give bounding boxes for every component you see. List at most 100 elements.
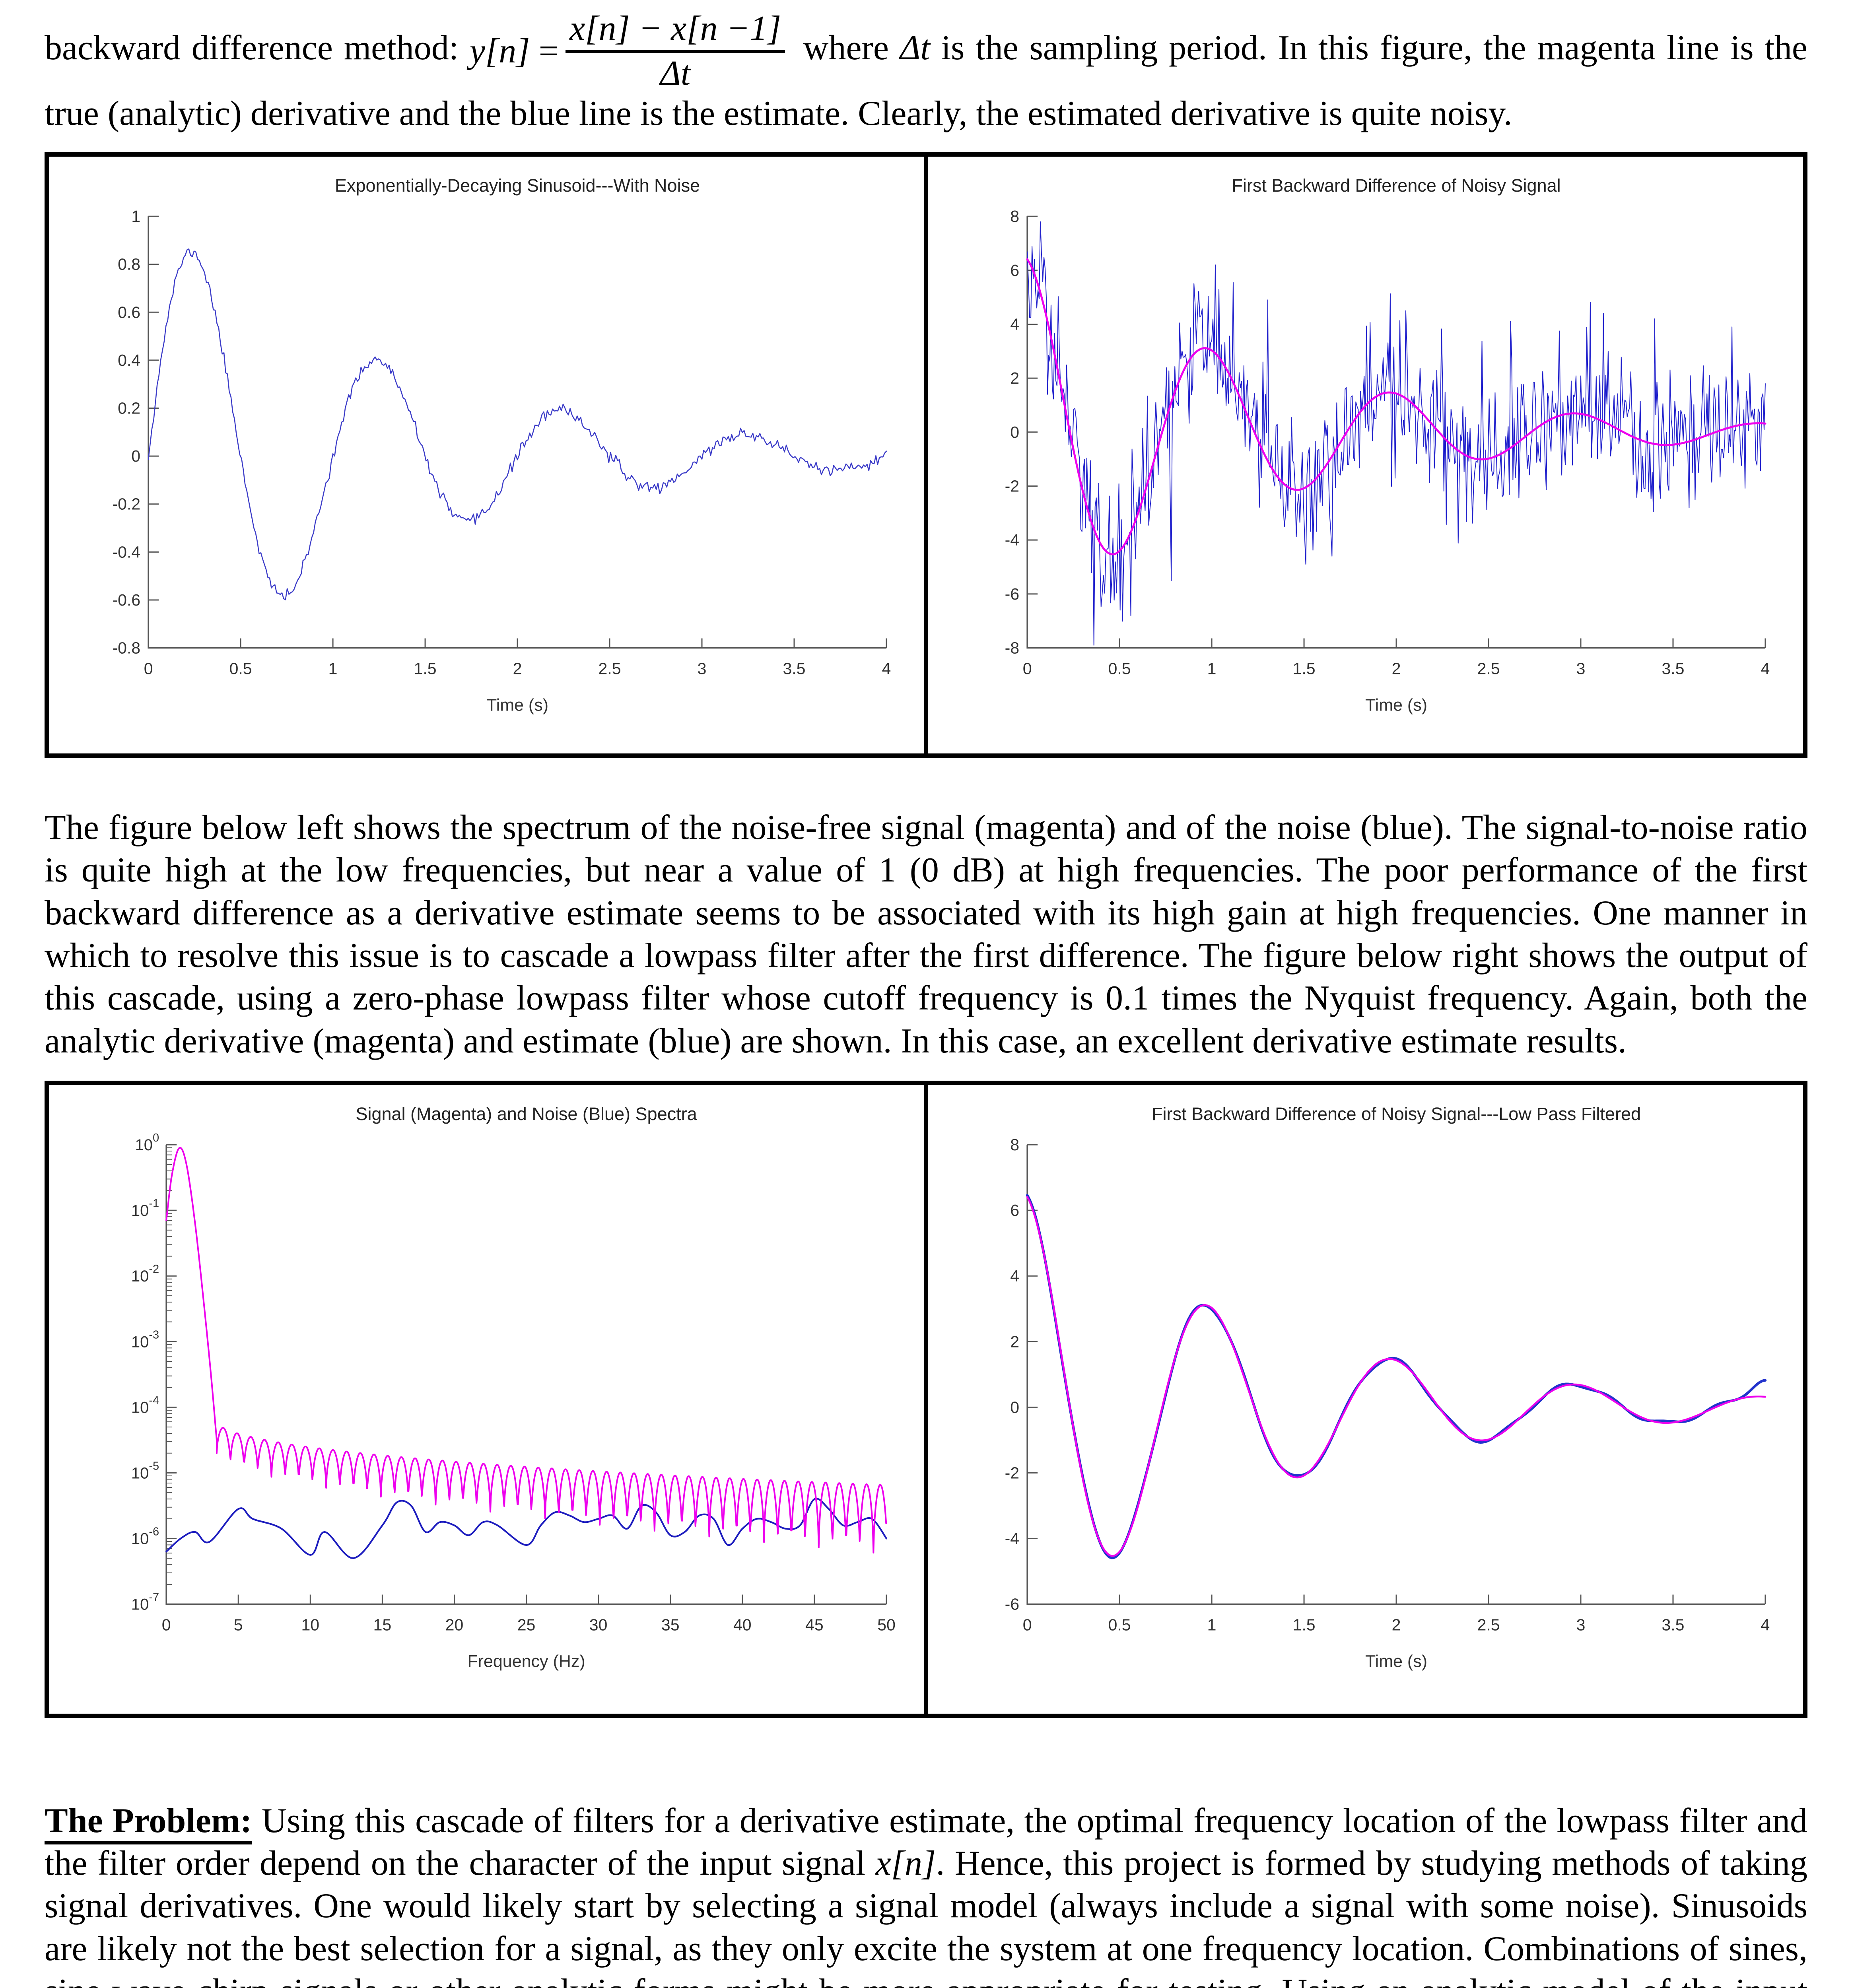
svg-text:8: 8 [1010, 207, 1019, 225]
svg-text:0.2: 0.2 [118, 399, 140, 417]
svg-text:Time (s): Time (s) [1365, 696, 1427, 715]
svg-text:2: 2 [1392, 660, 1401, 678]
svg-text:0.6: 0.6 [118, 303, 140, 321]
equation-lhs: y[n] [470, 32, 530, 71]
svg-text:3: 3 [1576, 660, 1586, 678]
intro-text: backward difference method: [45, 29, 470, 68]
paragraph-backward-difference: backward difference method: y[n] = x[n] −… [45, 10, 1807, 135]
figure-spectra-and-filtered: Signal (Magenta) and Noise (Blue) Spectr… [45, 1080, 1807, 1718]
svg-text:2: 2 [1010, 369, 1019, 387]
svg-text:0: 0 [144, 660, 153, 678]
svg-text:First Backward Difference of N: First Backward Difference of Noisy Signa… [1152, 1104, 1641, 1124]
plot-signal-noise-spectra: Signal (Magenta) and Noise (Blue) Spectr… [49, 1085, 924, 1714]
equation-equals: = [538, 32, 559, 71]
svg-text:3.5: 3.5 [1662, 660, 1684, 678]
svg-text:-4: -4 [1005, 531, 1019, 549]
equation-denominator: Δt [660, 54, 691, 93]
problem-xn-symbol: x[n] [875, 1844, 936, 1883]
svg-text:1.5: 1.5 [1293, 660, 1316, 678]
svg-text:0: 0 [162, 1616, 171, 1634]
svg-text:0.5: 0.5 [1108, 660, 1131, 678]
svg-text:0.4: 0.4 [118, 351, 140, 369]
svg-text:100: 100 [135, 1132, 159, 1154]
svg-text:4: 4 [882, 660, 891, 678]
svg-text:3: 3 [1576, 1616, 1586, 1634]
svg-text:-0.4: -0.4 [112, 543, 140, 561]
svg-text:2: 2 [1010, 1332, 1019, 1351]
svg-text:4: 4 [1761, 1616, 1770, 1634]
svg-text:Signal (Magenta) and Noise (Bl: Signal (Magenta) and Noise (Blue) Spectr… [356, 1104, 697, 1124]
svg-text:4: 4 [1010, 315, 1019, 334]
svg-text:1: 1 [1207, 660, 1217, 678]
svg-text:45: 45 [805, 1616, 824, 1634]
svg-text:6: 6 [1010, 1201, 1019, 1219]
problem-text-1: Using this cascade of filters for a deri… [45, 1801, 1807, 1883]
intro-text-rest: is the sampling period. In this figure, … [45, 29, 1807, 133]
svg-text:10-6: 10-6 [131, 1525, 159, 1547]
svg-text:1.5: 1.5 [414, 660, 437, 678]
svg-text:0: 0 [1023, 660, 1032, 678]
svg-text:2: 2 [513, 660, 522, 678]
problem-heading: The Problem: [45, 1801, 252, 1844]
svg-text:3.5: 3.5 [1662, 1616, 1684, 1634]
svg-text:15: 15 [373, 1616, 392, 1634]
svg-text:40: 40 [733, 1616, 752, 1634]
svg-text:Time (s): Time (s) [486, 696, 548, 715]
chart-noisy-sinusoid: Exponentially-Decaying Sinusoid---With N… [112, 175, 891, 715]
svg-text:1: 1 [328, 660, 338, 678]
svg-text:1: 1 [1207, 1616, 1217, 1634]
svg-text:1: 1 [131, 207, 140, 225]
chart-lowpass-filtered: First Backward Difference of Noisy Signa… [1005, 1104, 1770, 1671]
svg-text:2.5: 2.5 [1477, 660, 1500, 678]
svg-text:25: 25 [517, 1616, 536, 1634]
svg-text:Exponentially-Decaying Sinusoi: Exponentially-Decaying Sinusoid---With N… [335, 175, 700, 196]
svg-text:0: 0 [1010, 423, 1019, 441]
svg-text:-8: -8 [1005, 639, 1019, 657]
chart-noisy-derivative: First Backward Difference of Noisy Signa… [1005, 175, 1770, 715]
svg-text:10: 10 [301, 1616, 319, 1634]
plot-lowpass-filtered-difference: First Backward Difference of Noisy Signa… [924, 1085, 1803, 1714]
problem-text-2: . Hence, this project is formed by study… [45, 1844, 1807, 1988]
svg-text:4: 4 [1761, 660, 1770, 678]
svg-text:2.5: 2.5 [1477, 1616, 1500, 1634]
svg-text:First Backward Difference of N: First Backward Difference of Noisy Signa… [1232, 175, 1560, 196]
svg-text:10-7: 10-7 [131, 1591, 159, 1613]
svg-text:6: 6 [1010, 261, 1019, 280]
svg-text:-0.8: -0.8 [112, 639, 140, 657]
svg-text:Frequency (Hz): Frequency (Hz) [467, 1652, 585, 1671]
svg-text:0: 0 [131, 447, 140, 465]
svg-text:-2: -2 [1005, 477, 1019, 495]
intro-text-where: where [792, 29, 900, 68]
paragraph-spectrum-discussion: The figure below left shows the spectrum… [45, 808, 1807, 1060]
plot-exponentially-decaying-sinusoid: Exponentially-Decaying Sinusoid---With N… [49, 157, 924, 753]
svg-text:-2: -2 [1005, 1464, 1019, 1482]
svg-text:8: 8 [1010, 1136, 1019, 1154]
equation-numerator: x[n] − x[n −1] [566, 10, 785, 53]
svg-text:35: 35 [661, 1616, 680, 1634]
svg-text:5: 5 [234, 1616, 243, 1634]
svg-text:10-2: 10-2 [131, 1263, 159, 1285]
svg-text:0: 0 [1023, 1616, 1032, 1634]
svg-text:-6: -6 [1005, 585, 1019, 603]
svg-text:50: 50 [877, 1616, 896, 1634]
svg-text:4: 4 [1010, 1267, 1019, 1285]
svg-text:2: 2 [1392, 1616, 1401, 1634]
equation-fraction: x[n] − x[n −1] Δt [558, 10, 792, 92]
svg-text:-0.6: -0.6 [112, 591, 140, 609]
paragraph-the-problem: The Problem: Using this cascade of filte… [45, 1800, 1807, 1988]
backward-difference-equation: y[n] = x[n] − x[n −1] Δt [470, 10, 792, 92]
svg-text:3.5: 3.5 [783, 660, 805, 678]
svg-text:0.5: 0.5 [1108, 1616, 1131, 1634]
plot-first-backward-difference: First Backward Difference of Noisy Signa… [924, 157, 1803, 753]
svg-text:1.5: 1.5 [1293, 1616, 1316, 1634]
chart-spectra: Signal (Magenta) and Noise (Blue) Spectr… [131, 1104, 896, 1671]
svg-text:10-5: 10-5 [131, 1460, 159, 1482]
svg-text:30: 30 [589, 1616, 608, 1634]
svg-text:-4: -4 [1005, 1529, 1019, 1547]
svg-text:10-1: 10-1 [131, 1197, 159, 1219]
figure-noisy-signal-and-derivative: Exponentially-Decaying Sinusoid---With N… [45, 152, 1807, 758]
svg-text:0.8: 0.8 [118, 255, 140, 274]
delta-t-inline: Δt [900, 29, 930, 68]
svg-text:10-4: 10-4 [131, 1394, 159, 1416]
